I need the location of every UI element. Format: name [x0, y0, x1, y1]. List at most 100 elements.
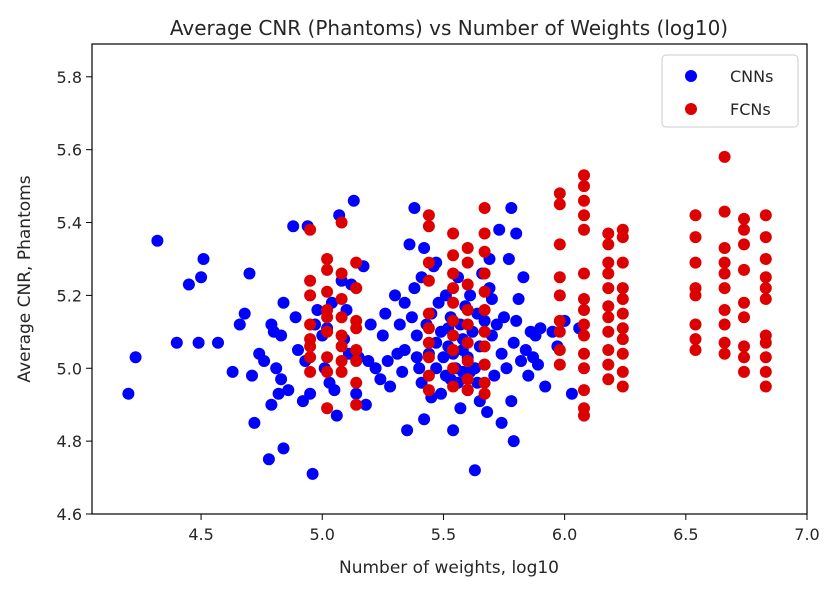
cnns-point — [212, 336, 224, 349]
cnns-point — [393, 318, 406, 331]
fcns-point — [447, 296, 460, 309]
cnns-point — [398, 296, 411, 309]
fcns-point — [335, 355, 348, 367]
fcns-point — [447, 227, 460, 240]
legend-marker-fcns — [685, 103, 697, 115]
cnns-point — [408, 282, 421, 295]
cnns-point — [270, 362, 283, 375]
x-axis: 4.5 5.0 5.5 6.0 6.5 7.0 — [188, 514, 820, 544]
x-tick-label: 7.0 — [794, 525, 819, 544]
cnns-point — [505, 395, 518, 408]
fcns-point — [461, 304, 474, 316]
cnns-point — [478, 314, 491, 327]
fcns-point — [304, 318, 317, 331]
cnns-point — [495, 416, 508, 429]
fcns-point — [602, 256, 615, 269]
cnns-point — [410, 351, 423, 364]
cnns-point — [534, 322, 547, 335]
fcns-point — [461, 278, 474, 291]
fcns-point — [578, 293, 590, 305]
fcns-point — [689, 256, 702, 269]
fcns-point — [718, 336, 731, 349]
cnns-point — [437, 351, 450, 364]
fcns-point — [578, 347, 590, 360]
fcns-point — [718, 347, 731, 360]
fcns-point — [335, 340, 348, 353]
fcns-point — [616, 282, 629, 295]
fcns-point — [616, 293, 629, 305]
fcns-point — [422, 322, 435, 335]
fcns-point — [578, 267, 590, 280]
fcns-point — [422, 384, 435, 397]
cnns-point — [447, 424, 460, 437]
cnns-point — [495, 347, 508, 360]
chart-title: Average CNR (Phantoms) vs Number of Weig… — [170, 16, 728, 40]
fcns-point — [350, 322, 363, 335]
fcns-point — [461, 256, 474, 269]
cnns-point — [330, 409, 343, 422]
legend-label-fcns: FCNs — [730, 100, 771, 119]
fcns-point — [602, 358, 615, 371]
fcns-point — [718, 304, 731, 316]
cnns-point — [507, 435, 520, 448]
cnns-point — [311, 304, 324, 316]
fcns-point — [602, 325, 615, 338]
fcns-point — [578, 362, 590, 375]
cnns-point — [539, 380, 552, 393]
cnns-point — [275, 373, 288, 386]
y-tick-label: 5.6 — [57, 141, 82, 160]
fcns-point — [461, 355, 474, 367]
points-layer — [122, 150, 772, 480]
fcns-point — [616, 322, 629, 335]
fcns-point — [350, 398, 363, 411]
fcns-point — [350, 355, 363, 367]
cnns-point — [522, 369, 535, 382]
cnns-point — [413, 362, 426, 375]
fcns-point — [553, 187, 566, 200]
fcns-point — [689, 289, 702, 302]
cnns-point — [384, 380, 397, 393]
fcns-point — [616, 333, 629, 346]
x-tick-label: 5.5 — [431, 525, 456, 544]
y-axis-label: Average CNR, Phantoms — [15, 175, 35, 382]
legend-marker-cnns — [685, 70, 697, 82]
cnns-point — [277, 442, 290, 455]
cnns-point — [401, 424, 414, 437]
cnns-point — [233, 318, 246, 331]
cnns-point — [197, 253, 210, 265]
cnns-point — [359, 398, 372, 411]
fcns-point — [461, 242, 474, 254]
cnns-point — [464, 289, 477, 302]
fcns-point — [616, 347, 629, 360]
fcns-point — [478, 304, 491, 316]
fcns-point — [350, 256, 363, 269]
fcns-point — [447, 267, 460, 280]
fcns-point — [602, 300, 615, 313]
cnns-point — [226, 365, 239, 378]
fcns-point — [602, 282, 615, 295]
fcns-point — [447, 362, 460, 375]
cnns-point — [376, 329, 389, 342]
cnns-point — [505, 202, 518, 214]
x-tick-label: 5.0 — [310, 525, 335, 544]
fcns-point — [578, 180, 590, 193]
fcns-point — [553, 289, 566, 302]
fcns-point — [759, 336, 772, 349]
cnns-point — [396, 365, 409, 378]
y-axis: 4.6 4.8 5.0 5.2 5.4 5.6 5.8 — [57, 68, 92, 524]
fcns-point — [759, 231, 772, 244]
cnns-point — [519, 344, 532, 356]
fcns-point — [422, 369, 435, 382]
fcns-point — [738, 340, 750, 353]
fcns-point — [422, 256, 435, 269]
fcns-point — [335, 267, 348, 280]
fcns-point — [422, 307, 435, 320]
fcns-point — [578, 169, 590, 182]
cnns-point — [362, 355, 375, 367]
cnns-point — [381, 355, 394, 367]
fcns-point — [738, 238, 750, 251]
fcns-point — [759, 253, 772, 265]
cnns-point — [389, 289, 401, 302]
fcns-point — [478, 387, 491, 400]
x-tick-label: 6.0 — [552, 525, 577, 544]
